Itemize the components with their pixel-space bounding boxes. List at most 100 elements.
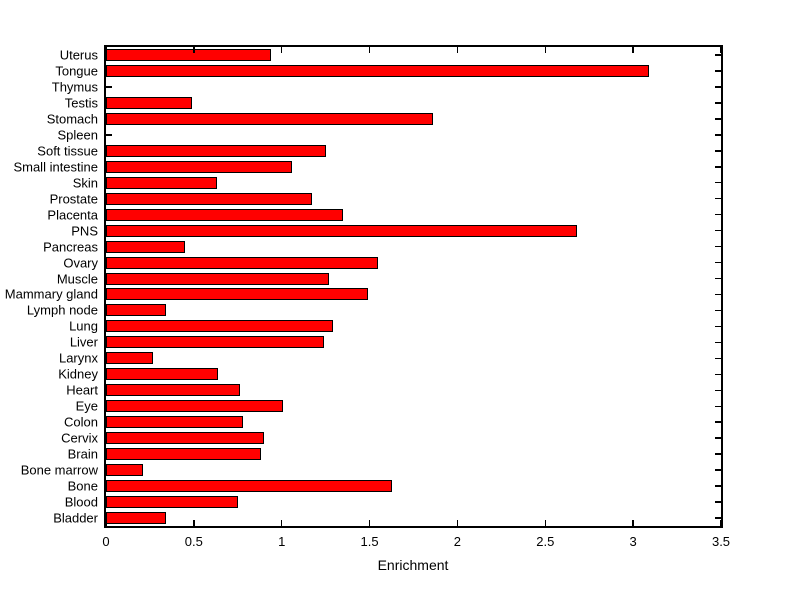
x-tick-label-1: 1 bbox=[278, 534, 286, 549]
y-axis-tick-right bbox=[715, 437, 721, 439]
y-tick-label-pancreas: Pancreas bbox=[43, 239, 98, 255]
y-axis-tick-right bbox=[715, 501, 721, 503]
y-tick-label-lung: Lung bbox=[69, 318, 98, 334]
bar-mammary-gland bbox=[106, 288, 368, 301]
bar-eye bbox=[106, 400, 284, 413]
y-axis-tick-right bbox=[715, 261, 721, 264]
x-tick-label-0.5: 0.5 bbox=[184, 534, 203, 549]
y-axis-tick bbox=[106, 86, 112, 88]
y-axis-tick bbox=[106, 134, 112, 136]
x-tick-label-0: 0 bbox=[102, 534, 110, 549]
y-tick-label-testis: Testis bbox=[64, 95, 98, 111]
x-tick-label-2.5: 2.5 bbox=[536, 534, 555, 549]
y-tick-label-thymus: Thymus bbox=[51, 79, 98, 95]
bar-larynx bbox=[106, 352, 154, 365]
x-axis-tick bbox=[456, 520, 459, 526]
bar-testis bbox=[106, 96, 193, 109]
bar-liver bbox=[106, 336, 324, 349]
x-axis-title: Enrichment bbox=[377, 557, 449, 573]
bar-muscle bbox=[106, 272, 330, 285]
y-tick-label-stomach: Stomach bbox=[46, 111, 98, 127]
x-axis-tick bbox=[720, 520, 722, 526]
x-axis-tick bbox=[544, 520, 547, 526]
y-axis-tick-right bbox=[715, 357, 721, 360]
bar-pancreas bbox=[106, 240, 186, 253]
y-axis-tick-right bbox=[715, 102, 721, 104]
y-axis-tick-right bbox=[715, 469, 721, 471]
y-tick-label-ovary: Ovary bbox=[63, 255, 98, 271]
y-axis-tick-right bbox=[715, 277, 721, 280]
x-axis-tick bbox=[105, 520, 107, 526]
bar-small-intestine bbox=[106, 160, 293, 173]
bar-bone bbox=[106, 480, 393, 493]
y-tick-label-skin: Skin bbox=[72, 175, 98, 191]
y-axis-tick-right bbox=[715, 405, 721, 407]
x-axis-tick bbox=[368, 520, 371, 526]
y-tick-label-spleen: Spleen bbox=[57, 127, 98, 143]
y-tick-label-tongue: Tongue bbox=[55, 63, 98, 79]
y-axis-tick-right bbox=[715, 150, 721, 152]
y-tick-label-mammary-gland: Mammary gland bbox=[4, 286, 98, 302]
bar-tongue bbox=[106, 64, 649, 77]
y-axis-tick-right bbox=[715, 181, 721, 184]
bar-placenta bbox=[106, 208, 344, 221]
x-axis-tick bbox=[280, 520, 283, 526]
y-axis-tick-right bbox=[715, 341, 721, 344]
y-tick-label-colon: Colon bbox=[64, 414, 98, 430]
bar-skin bbox=[106, 176, 217, 189]
x-tick-label-2: 2 bbox=[453, 534, 462, 549]
y-axis-tick-right bbox=[715, 373, 721, 376]
y-axis-tick-right bbox=[715, 485, 721, 487]
x-axis-tick-top bbox=[105, 47, 107, 53]
y-tick-label-larynx: Larynx bbox=[58, 350, 98, 366]
x-axis-tick-top bbox=[368, 47, 371, 53]
y-axis-tick-right bbox=[715, 245, 721, 248]
y-axis-tick-right bbox=[715, 70, 721, 72]
x-tick-label-3.5: 3.5 bbox=[711, 534, 731, 549]
y-tick-label-prostate: Prostate bbox=[49, 191, 98, 207]
x-axis-tick bbox=[632, 520, 634, 526]
y-tick-label-small-intestine: Small intestine bbox=[13, 159, 98, 175]
y-axis-tick-right bbox=[715, 213, 721, 216]
y-axis-tick-right bbox=[715, 86, 721, 88]
y-axis-tick-right bbox=[715, 229, 721, 232]
y-axis-tick-right bbox=[715, 325, 721, 328]
bar-brain bbox=[106, 448, 261, 461]
y-axis-tick-right bbox=[715, 309, 721, 312]
x-axis-tick-top bbox=[193, 47, 195, 53]
bar-lung bbox=[106, 320, 333, 333]
y-tick-label-kidney: Kidney bbox=[58, 366, 98, 382]
y-axis-tick-right bbox=[715, 517, 721, 519]
y-axis-tick-right bbox=[715, 293, 721, 296]
y-tick-label-bladder: Bladder bbox=[53, 510, 98, 526]
x-tick-label-1.5: 1.5 bbox=[360, 534, 379, 549]
bar-cervix bbox=[106, 432, 265, 445]
x-axis-tick-top bbox=[632, 47, 634, 53]
y-axis-tick-right bbox=[715, 197, 721, 200]
y-tick-label-heart: Heart bbox=[66, 382, 98, 398]
bar-blood bbox=[106, 496, 238, 509]
y-tick-label-eye: Eye bbox=[75, 398, 98, 414]
y-tick-label-soft-tissue: Soft tissue bbox=[37, 143, 98, 159]
y-tick-label-lymph-node: Lymph node bbox=[26, 302, 98, 318]
y-axis-tick-right bbox=[715, 54, 721, 56]
bar-bone-marrow bbox=[106, 464, 143, 477]
plot-area bbox=[104, 45, 723, 528]
y-axis-tick-right bbox=[715, 389, 721, 392]
y-axis-tick-right bbox=[715, 166, 721, 168]
x-tick-label-3: 3 bbox=[629, 534, 637, 549]
y-tick-label-blood: Blood bbox=[64, 494, 98, 510]
bar-pns bbox=[106, 224, 577, 237]
bar-lymph-node bbox=[106, 304, 166, 317]
y-axis-tick-right bbox=[715, 118, 721, 120]
y-axis-tick-right bbox=[715, 453, 721, 455]
bar-kidney bbox=[106, 368, 219, 381]
y-tick-label-brain: Brain bbox=[67, 446, 98, 462]
x-axis-tick-top bbox=[720, 47, 722, 53]
bar-colon bbox=[106, 416, 244, 429]
y-tick-label-pns: PNS bbox=[71, 223, 98, 239]
y-tick-label-placenta: Placenta bbox=[47, 207, 98, 223]
x-axis-tick bbox=[193, 520, 195, 526]
bar-uterus bbox=[106, 48, 272, 61]
